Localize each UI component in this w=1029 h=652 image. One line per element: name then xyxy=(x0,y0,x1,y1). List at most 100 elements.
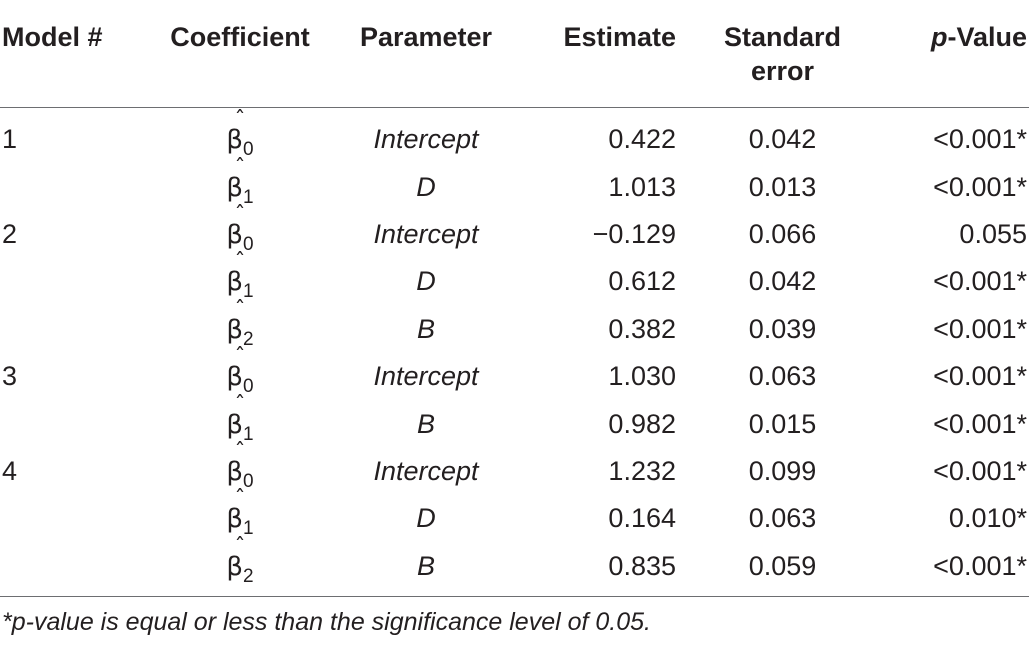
table-footer: *p-value is equal or less than the signi… xyxy=(0,595,1029,637)
table-row: ˆ β2 B 0.382 0.039 <0.001* xyxy=(0,299,1029,353)
regression-table-container: Model # Coefficient Parameter Estimate S… xyxy=(0,0,1029,637)
beta-hat-symbol: ˆ β1 xyxy=(226,157,253,207)
beta-letter: β xyxy=(226,172,243,203)
header-standard-error-line2: error xyxy=(750,56,815,86)
cell-model-number: 4 xyxy=(2,455,18,486)
cell-p-value: <0.001* xyxy=(933,171,1027,202)
cell-p-value: 0.010* xyxy=(948,503,1027,534)
cell-estimate: 0.422 xyxy=(608,124,676,155)
cell-model-number xyxy=(0,495,150,542)
cell-coefficient: ˆ β1 xyxy=(150,252,330,305)
footnote: *p-value is equal or less than the signi… xyxy=(0,595,1029,637)
cell-estimate: 0.612 xyxy=(608,266,676,297)
header-standard-error-line1: Standard xyxy=(723,22,842,52)
header-p-value: p-Value xyxy=(885,0,1029,108)
cell-estimate: 1.013 xyxy=(608,171,676,202)
cell-estimate: 0.382 xyxy=(608,313,676,344)
hat-accent: ˆ xyxy=(234,439,246,465)
hat-accent: ˆ xyxy=(234,487,246,513)
table-row: ˆ β2 B 0.835 0.059 <0.001* xyxy=(0,536,1029,597)
table-row: ˆ β1 D 1.013 0.013 <0.001* xyxy=(0,157,1029,210)
beta-hat-symbol: ˆ β0 xyxy=(226,347,253,397)
cell-p-value: <0.001* xyxy=(933,124,1027,155)
cell-estimate: 1.232 xyxy=(608,455,676,486)
coefficient-subscript: 0 xyxy=(243,139,254,161)
cell-parameter: B xyxy=(416,313,435,344)
table-row: ˆ β1 D 0.164 0.063 0.010* xyxy=(0,489,1029,542)
cell-coefficient: ˆ β0 xyxy=(150,347,330,400)
coefficient-subscript: 2 xyxy=(243,328,254,350)
cell-coefficient: ˆ β1 xyxy=(150,489,330,542)
header-coefficient: Coefficient xyxy=(150,0,330,108)
table-row: 3 ˆ β0 Intercept 1.030 0.063 <0.001* xyxy=(0,347,1029,400)
cell-parameter: D xyxy=(416,266,436,297)
cell-model-number: 3 xyxy=(2,361,18,392)
beta-hat-symbol: ˆ β0 xyxy=(226,441,253,491)
cell-estimate: 1.030 xyxy=(608,361,676,392)
cell-model-number xyxy=(0,306,150,353)
cell-standard-error: 0.099 xyxy=(748,455,817,486)
cell-coefficient: ˆ β2 xyxy=(150,299,330,353)
table-header: Model # Coefficient Parameter Estimate S… xyxy=(0,0,1029,108)
beta-letter: β xyxy=(226,219,243,250)
beta-hat-symbol: ˆ β1 xyxy=(226,489,253,539)
beta-hat-symbol: ˆ β2 xyxy=(226,536,253,586)
beta-hat-symbol: ˆ β0 xyxy=(226,110,253,160)
cell-standard-error: 0.042 xyxy=(748,266,817,297)
cell-standard-error: 0.039 xyxy=(748,313,817,344)
beta-hat-symbol: ˆ β1 xyxy=(226,394,253,444)
cell-coefficient: ˆ β0 xyxy=(150,108,330,164)
beta-hat-symbol: ˆ β1 xyxy=(226,252,253,302)
cell-p-value: <0.001* xyxy=(933,408,1027,439)
cell-p-value: <0.001* xyxy=(933,266,1027,297)
coefficient-subscript: 0 xyxy=(243,376,254,398)
table-row: ˆ β1 B 0.982 0.015 <0.001* xyxy=(0,394,1029,447)
regression-table: Model # Coefficient Parameter Estimate S… xyxy=(0,0,1029,637)
cell-model-number xyxy=(0,543,150,597)
beta-letter: β xyxy=(226,504,243,535)
beta-letter: β xyxy=(226,456,243,487)
cell-coefficient: ˆ β1 xyxy=(150,157,330,210)
cell-parameter: Intercept xyxy=(373,124,479,155)
hat-accent: ˆ xyxy=(234,392,246,418)
cell-coefficient: ˆ β2 xyxy=(150,536,330,597)
cell-estimate: 0.164 xyxy=(608,503,676,534)
cell-standard-error: 0.063 xyxy=(748,361,817,392)
cell-model-number xyxy=(0,258,150,305)
table-row: 2 ˆ β0 Intercept −0.129 0.066 0.055 xyxy=(0,204,1029,258)
hat-accent: ˆ xyxy=(234,534,246,560)
beta-hat-symbol: ˆ β0 xyxy=(226,204,253,254)
hat-accent: ˆ xyxy=(234,297,246,323)
cell-p-value: <0.001* xyxy=(933,361,1027,392)
cell-parameter: D xyxy=(416,171,436,202)
cell-standard-error: 0.059 xyxy=(748,550,817,581)
footnote-row: *p-value is equal or less than the signi… xyxy=(0,595,1029,637)
cell-model-number: 1 xyxy=(2,124,18,155)
hat-accent: ˆ xyxy=(234,155,246,181)
table-row: 1 ˆ β0 Intercept 0.422 0.042 <0.001* xyxy=(0,108,1029,164)
hat-accent: ˆ xyxy=(234,202,246,228)
header-parameter: Parameter xyxy=(330,0,522,108)
beta-letter: β xyxy=(226,551,243,582)
coefficient-subscript: 0 xyxy=(243,233,254,255)
coefficient-subscript: 1 xyxy=(243,186,254,208)
beta-hat-symbol: ˆ β2 xyxy=(226,299,253,349)
cell-parameter: B xyxy=(416,550,435,581)
beta-letter: β xyxy=(226,409,243,440)
coefficient-subscript: 1 xyxy=(243,281,254,303)
cell-standard-error: 0.063 xyxy=(748,503,817,534)
cell-estimate: 0.835 xyxy=(608,550,676,581)
cell-estimate: −0.129 xyxy=(592,218,676,249)
cell-coefficient: ˆ β0 xyxy=(150,441,330,495)
cell-p-value: <0.001* xyxy=(933,455,1027,486)
cell-standard-error: 0.015 xyxy=(748,408,817,439)
cell-standard-error: 0.066 xyxy=(748,218,817,249)
cell-parameter: D xyxy=(416,503,436,534)
beta-letter: β xyxy=(226,314,243,345)
beta-letter: β xyxy=(226,125,243,156)
cell-p-value: <0.001* xyxy=(933,550,1027,581)
table-row: ˆ β1 D 0.612 0.042 <0.001* xyxy=(0,252,1029,305)
table-row: 4 ˆ β0 Intercept 1.232 0.099 <0.001* xyxy=(0,441,1029,495)
beta-letter: β xyxy=(226,362,243,393)
hat-accent: ˆ xyxy=(234,250,246,276)
